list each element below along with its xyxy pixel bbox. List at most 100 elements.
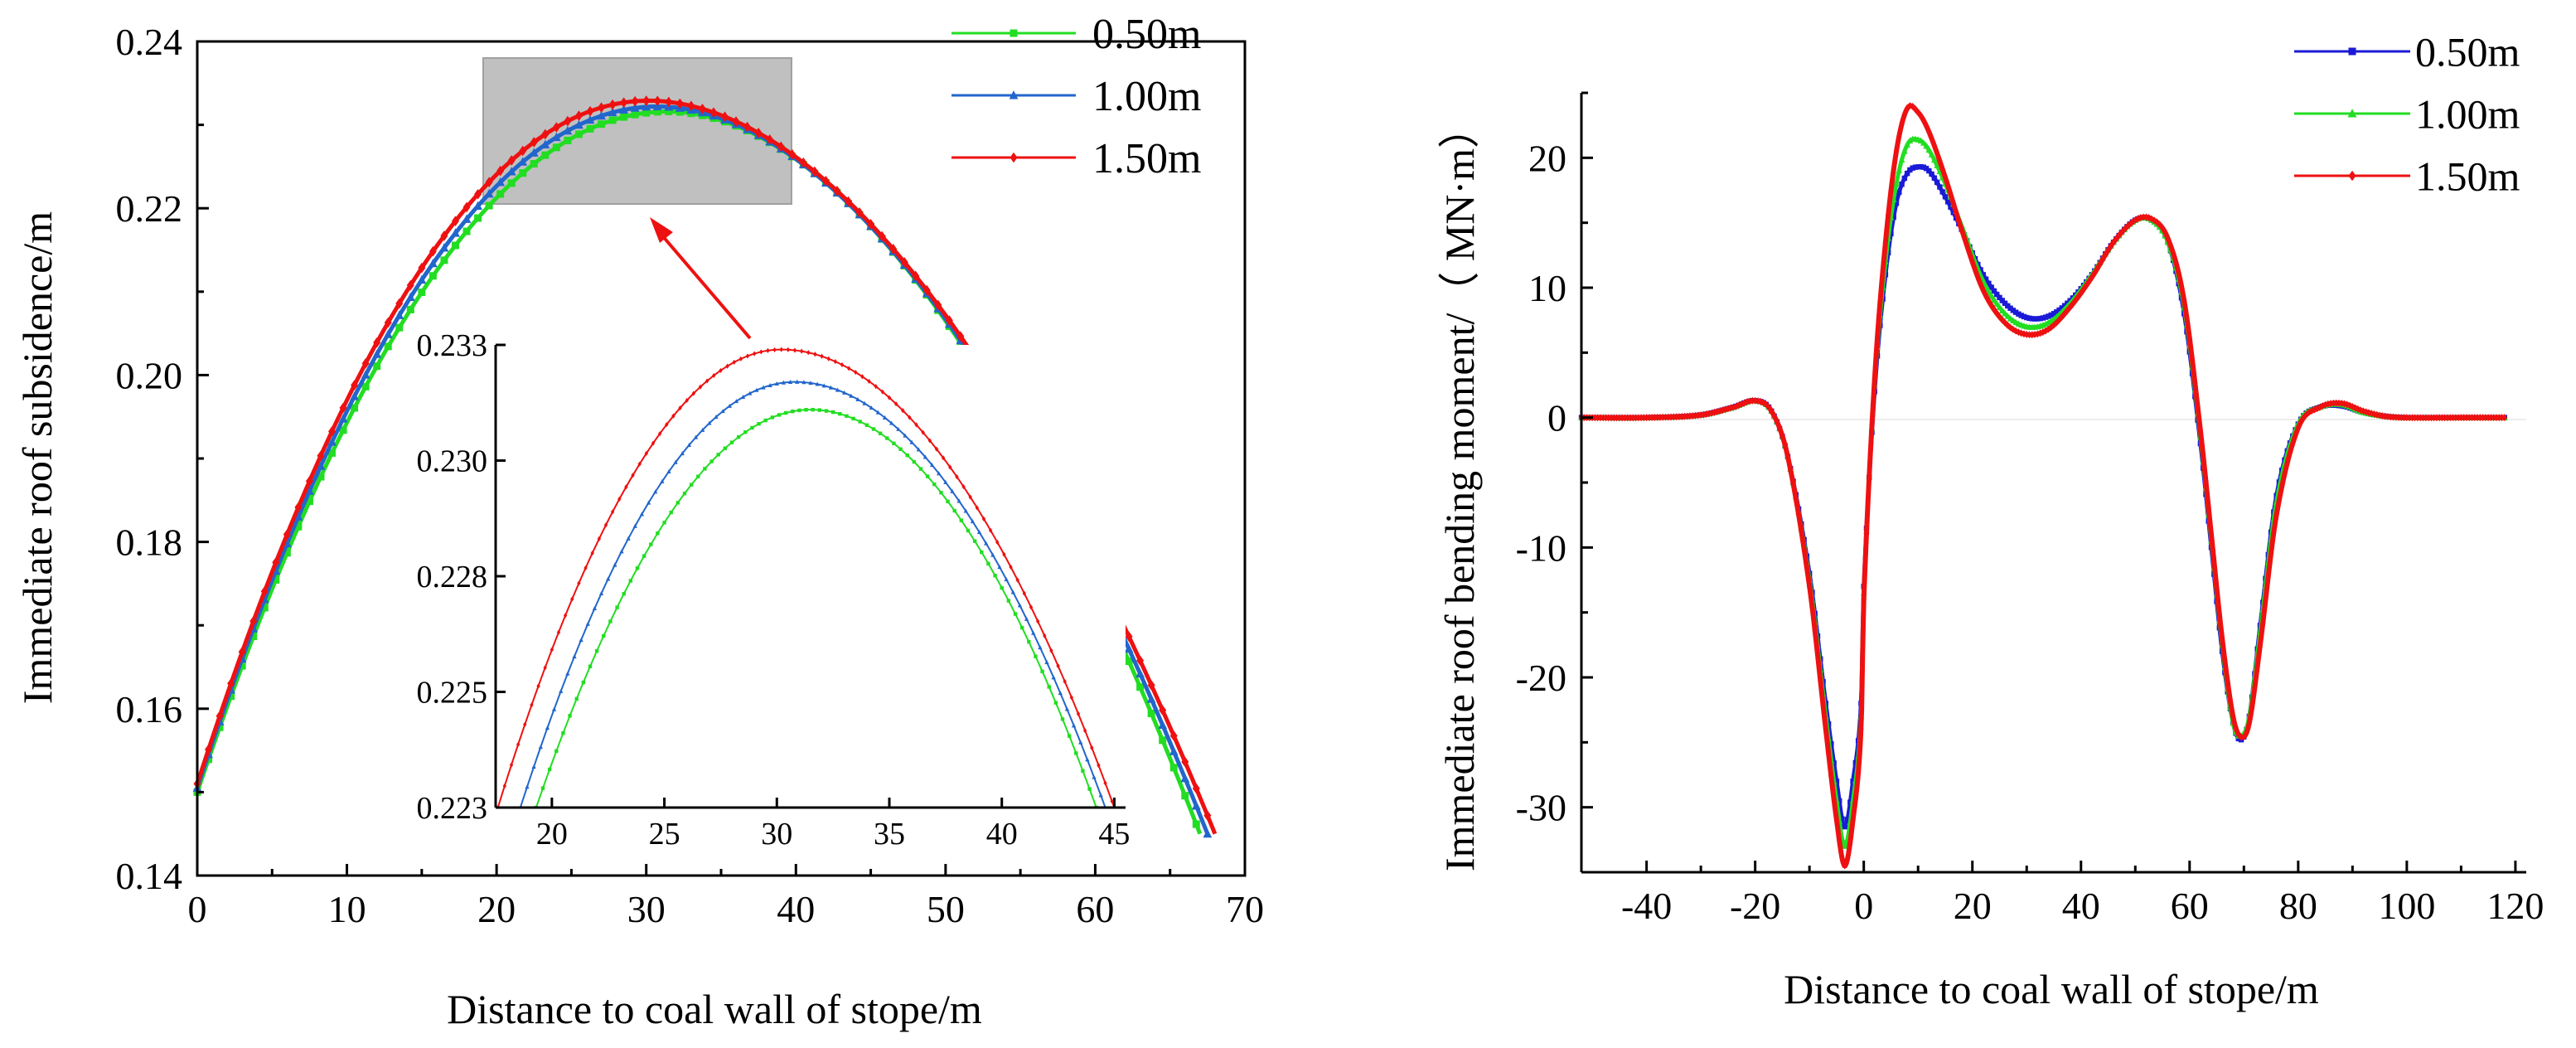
inset-series-marker (1035, 619, 1040, 624)
inset-series-marker (759, 349, 763, 355)
right-series-marker (2491, 414, 2496, 422)
right-x-tick-label: -20 (1730, 885, 1780, 927)
right-series-marker (2051, 321, 2057, 329)
left-series-marker (451, 228, 460, 237)
inset-series-marker (1051, 675, 1056, 680)
inset-series-marker (786, 347, 791, 352)
inset-series-marker (588, 664, 593, 668)
left-series-marker (551, 132, 561, 142)
left-series-marker (317, 450, 325, 462)
left-series-marker (878, 230, 886, 242)
right-series-marker (1608, 414, 1615, 422)
left-series-marker (462, 214, 472, 223)
inset-series-marker (867, 378, 871, 385)
left-series-marker (260, 604, 269, 612)
right-series-marker (2395, 413, 2402, 421)
left-series-marker (1147, 680, 1155, 691)
left-series-marker (912, 270, 920, 282)
inset-series-marker (908, 415, 912, 420)
inset-series-marker (561, 731, 565, 735)
right-series-marker (1926, 167, 1932, 174)
right-series-marker (1779, 432, 1785, 439)
inset-series-marker (927, 438, 932, 444)
right-series-marker (2357, 406, 2364, 415)
left-series-marker (709, 107, 718, 118)
inset-y-tick-label: 0.225 (417, 676, 488, 711)
inset-x-tick-label: 40 (986, 817, 1018, 852)
inset-series-marker (916, 447, 921, 452)
left-series-marker (429, 258, 438, 268)
left-series-marker (619, 104, 629, 114)
left-series-marker (417, 274, 427, 284)
right-series-marker (2493, 414, 2500, 422)
right-series-marker (2252, 683, 2258, 691)
right-series-marker (2230, 712, 2236, 720)
left-series-marker (429, 245, 437, 257)
right-series-marker (1877, 298, 1883, 307)
left-series-marker (574, 110, 583, 121)
left-series-marker (451, 216, 459, 226)
left-x-tick-label: 70 (1226, 888, 1264, 930)
right-series-marker (1660, 413, 1666, 421)
right-series-marker (1925, 146, 1933, 153)
left-series-marker (811, 166, 819, 177)
right-series-marker (1991, 296, 1997, 303)
right-series-marker (2418, 414, 2423, 422)
left-series-marker (1180, 773, 1190, 783)
left-series-marker (294, 502, 303, 513)
legend-label: 0.50m (1092, 11, 1201, 58)
right-series-marker (2178, 282, 2185, 290)
inset-series-marker (637, 461, 642, 467)
right-series-marker (2469, 414, 2475, 422)
left-x-tick-label: 20 (477, 888, 516, 930)
left-series-marker (889, 243, 898, 255)
inset-series-marker (727, 403, 732, 408)
right-series-marker (1833, 779, 1840, 784)
right-series-marker (2333, 399, 2339, 407)
legend-label: 1.50m (2415, 153, 2520, 200)
right-series-marker (2105, 246, 2111, 255)
right-series-marker (1595, 414, 1600, 422)
inset-series-marker (680, 451, 685, 456)
inset-series-marker (649, 542, 653, 546)
right-series-marker (2056, 307, 2062, 313)
inset-series-marker (1069, 695, 1074, 701)
right-series-marker (1850, 779, 1856, 784)
right-series-marker (1953, 208, 1959, 216)
right-series-marker (2031, 316, 2038, 322)
left-series-marker (507, 179, 516, 187)
right-series-marker (1923, 165, 1930, 172)
inset-series-marker (869, 405, 874, 410)
left-series-marker (305, 486, 314, 495)
right-series-marker (1986, 280, 1992, 286)
left-series-marker (305, 497, 313, 506)
inset-series-marker (774, 381, 779, 386)
left-series-marker (462, 227, 471, 235)
left-series-marker (777, 141, 785, 153)
inset-series-marker (878, 431, 883, 435)
right-series-marker (2219, 634, 2225, 643)
right-series-marker (2165, 234, 2171, 242)
right-series-marker (2488, 414, 2494, 422)
inset-series-marker (797, 408, 801, 413)
right-series-marker (1837, 837, 1842, 845)
right-series-marker (1896, 132, 1902, 140)
right-x-tick-label: 20 (1954, 885, 1992, 927)
right-series-marker (1600, 414, 1606, 422)
right-series-marker (1788, 465, 1794, 473)
inset-series-marker (686, 442, 692, 448)
right-series-marker (1673, 413, 1679, 421)
right-series-marker (2273, 511, 2279, 519)
inset-series-marker (531, 764, 536, 769)
inset-x-tick-label: 20 (536, 817, 568, 852)
right-series-marker (2472, 414, 2477, 422)
right-series-marker (2290, 439, 2296, 448)
left-series-marker (440, 256, 448, 264)
inset-series-marker (556, 629, 561, 635)
inset-series-marker (956, 498, 961, 503)
left-series-marker (405, 292, 415, 302)
right-series-marker (2363, 408, 2369, 416)
inset-series-marker (792, 347, 797, 353)
left-series-marker (665, 96, 673, 108)
left-series-marker (518, 157, 528, 166)
